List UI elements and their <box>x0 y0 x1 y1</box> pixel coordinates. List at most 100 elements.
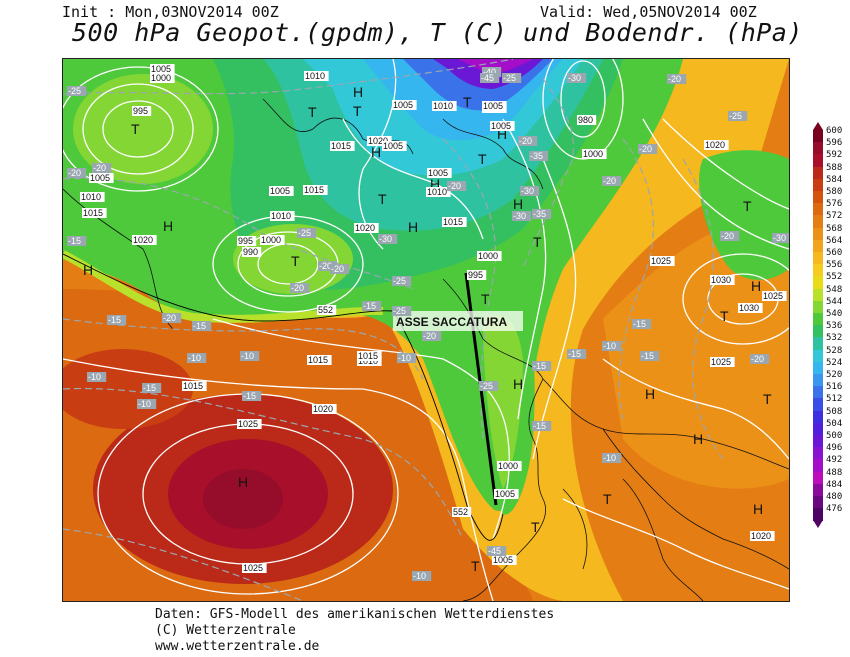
colorbar-tick-label: 588 <box>826 162 843 173</box>
svg-text:1020: 1020 <box>751 531 771 541</box>
temperature-label: -15 <box>632 319 652 329</box>
svg-text:-15: -15 <box>68 236 81 246</box>
svg-text:1020: 1020 <box>355 223 375 233</box>
svg-text:1015: 1015 <box>443 217 463 227</box>
isobar-label: 1030 <box>738 303 763 313</box>
low-pressure-symbol: T <box>378 191 387 207</box>
svg-text:1000: 1000 <box>478 251 498 261</box>
svg-text:1015: 1015 <box>331 141 351 151</box>
svg-text:-10: -10 <box>241 351 254 361</box>
low-pressure-symbol: T <box>603 491 612 507</box>
temperature-label: -15 <box>532 421 552 431</box>
svg-text:1005: 1005 <box>495 489 515 499</box>
colorbar-swatch <box>813 496 823 509</box>
isobar-label: 990 <box>242 247 262 257</box>
svg-text:-20: -20 <box>721 231 734 241</box>
svg-text:1020: 1020 <box>368 136 388 146</box>
isobar-label: 1020 <box>704 140 729 150</box>
temperature-label: -25 <box>502 73 522 83</box>
colorbar-tick-label: 516 <box>826 382 843 393</box>
high-pressure-symbol: H <box>408 219 418 235</box>
svg-text:-15: -15 <box>143 383 156 393</box>
temperature-label: -15 <box>567 349 587 359</box>
svg-text:-30: -30 <box>773 233 786 243</box>
isobar-label: 1005 <box>392 100 417 110</box>
temperature-label: -10 <box>187 353 207 363</box>
svg-text:1015: 1015 <box>304 185 324 195</box>
svg-text:-15: -15 <box>633 319 646 329</box>
svg-text:-20: -20 <box>751 354 764 364</box>
temperature-label: -45 <box>487 546 507 556</box>
svg-text:-15: -15 <box>363 301 376 311</box>
temperature-label: -35 <box>532 209 552 219</box>
svg-text:995: 995 <box>238 236 253 246</box>
isobar-label: 1000 <box>260 235 285 245</box>
temperature-label: -30 <box>772 233 789 243</box>
isobar-label: 1005 <box>482 101 507 111</box>
colorbar-tick-label: 524 <box>826 357 843 368</box>
isobar-label: 1005 <box>269 186 294 196</box>
colorbar-top-arrow <box>813 122 823 130</box>
colorbar-swatch <box>813 325 823 338</box>
colorbar-swatch <box>813 130 823 143</box>
temperature-label: -20 <box>318 261 338 271</box>
svg-text:-15: -15 <box>568 349 581 359</box>
svg-text:-35: -35 <box>530 151 543 161</box>
geopotential-label: 552 <box>452 507 472 517</box>
svg-text:-10: -10 <box>413 571 426 581</box>
temperature-label: -20 <box>92 163 112 173</box>
colorbar-tick-label: 520 <box>826 370 843 380</box>
colorbar-swatch <box>813 239 823 253</box>
svg-text:-20: -20 <box>68 168 81 178</box>
svg-text:-15: -15 <box>533 361 546 371</box>
isobar-label: 980 <box>577 115 597 125</box>
colorbar-tick-label: 508 <box>826 406 843 417</box>
isobar-label: 1025 <box>710 357 735 367</box>
temperature-label: -20 <box>290 283 310 293</box>
high-pressure-symbol: H <box>753 501 763 517</box>
high-pressure-symbol: H <box>693 431 703 447</box>
colorbar-tick-label: 504 <box>826 418 843 429</box>
svg-text:1020: 1020 <box>133 235 153 245</box>
isobar-label: 995 <box>467 270 487 280</box>
isobar-label: 1010 <box>270 211 295 221</box>
isobar-label: 1005 <box>492 555 517 565</box>
svg-text:1025: 1025 <box>711 357 731 367</box>
isobar-label: 1015 <box>303 185 328 195</box>
low-pressure-symbol: T <box>743 198 752 214</box>
colorbar-swatch <box>813 142 823 155</box>
isobar-label: 1005 <box>427 168 452 178</box>
temperature-label: -25 <box>67 86 87 96</box>
isobar-label: 1030 <box>710 275 735 285</box>
svg-text:1010: 1010 <box>433 101 453 111</box>
footer-source: Daten: GFS-Modell des amerikanischen Wet… <box>155 607 555 622</box>
colorbar-swatch <box>813 288 823 302</box>
colorbar-swatch <box>813 178 823 192</box>
colorbar-tick-label: 560 <box>826 248 843 258</box>
svg-text:-20: -20 <box>603 176 616 186</box>
high-pressure-symbol: H <box>430 176 440 192</box>
geopotential-label: 552 <box>317 305 337 315</box>
isobar-label: 1020 <box>312 404 337 414</box>
footer-url: www.wetterzentrale.de <box>155 639 320 654</box>
temperature-label: -15 <box>107 315 127 325</box>
colorbar-bottom-arrow <box>813 520 823 529</box>
temperature-label: -40 <box>482 67 502 77</box>
svg-text:1000: 1000 <box>151 73 171 83</box>
svg-text:1005: 1005 <box>483 101 503 111</box>
colorbar-tick-label: 476 <box>826 504 843 515</box>
colorbar-swatch <box>813 252 823 265</box>
colorbar-swatch <box>813 337 823 351</box>
svg-text:-25: -25 <box>729 111 742 121</box>
svg-text:-30: -30 <box>568 73 581 83</box>
temperature-label: -20 <box>330 264 350 274</box>
svg-text:1005: 1005 <box>491 121 511 131</box>
temperature-label: -15 <box>67 236 87 246</box>
colorbar-tick-label: 528 <box>826 345 843 356</box>
colorbar-tick-label: 596 <box>826 138 843 149</box>
high-pressure-symbol: H <box>513 376 523 392</box>
colorbar-tick-label: 576 <box>826 199 843 210</box>
temperature-label: -20 <box>67 168 87 178</box>
colorbar-tick-label: 536 <box>826 321 843 332</box>
svg-text:-25: -25 <box>503 73 516 83</box>
